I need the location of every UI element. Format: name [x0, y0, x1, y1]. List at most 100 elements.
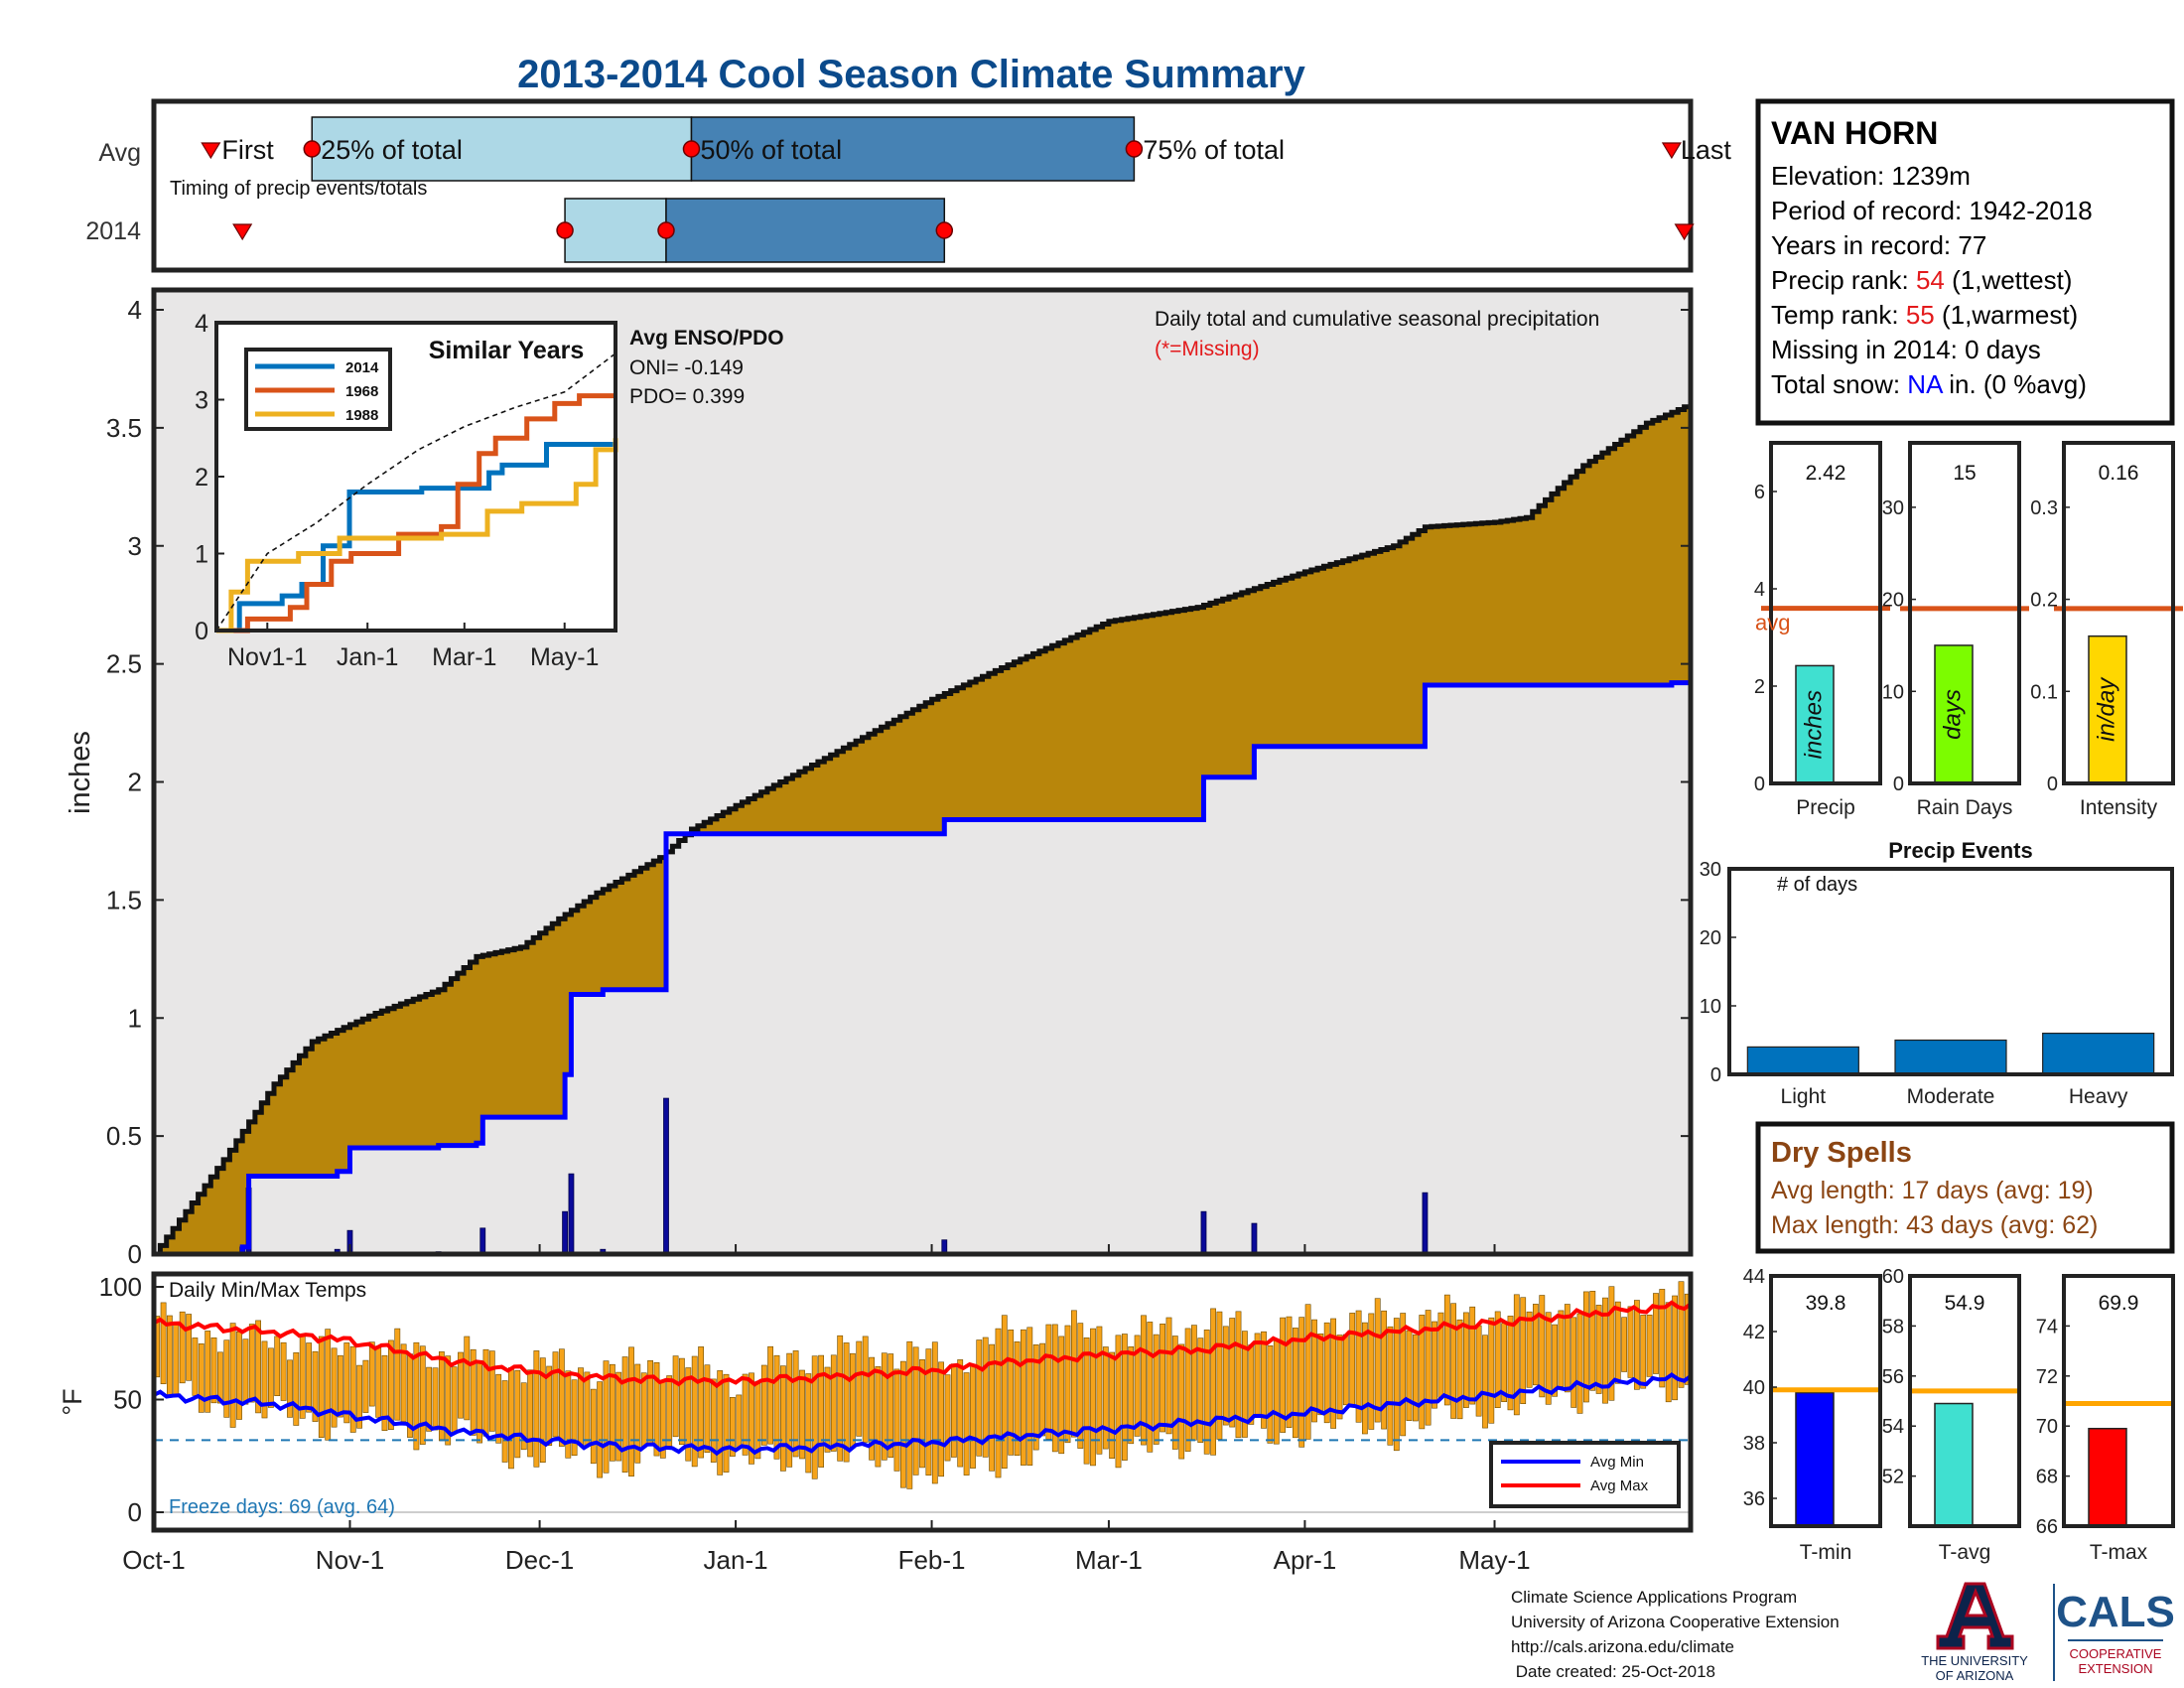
temp-day-bar-13 [236, 1332, 242, 1420]
inset-legend-1968: 1968 [345, 383, 378, 400]
temp-day-bar-155 [1134, 1335, 1141, 1437]
events-ytick-label-2: 20 [1700, 927, 1721, 949]
precip-panel-frame-0 [1769, 441, 1882, 785]
temp-day-bar-81 [666, 1375, 673, 1447]
avg-cumulative-line [154, 404, 1694, 1257]
ua-block-a-icon [1936, 1582, 2014, 1650]
temp-day-bar-194 [1381, 1310, 1387, 1430]
cumulative-2014-area [154, 682, 1691, 1254]
station-info-box: VAN HORN Elevation: 1239m Period of reco… [1755, 98, 2175, 426]
daily-precip-bar-6 [562, 1210, 568, 1255]
temp-day-bar-204 [1443, 1294, 1450, 1406]
enso-pdo: PDO= 0.399 [629, 385, 745, 408]
inset-xtick-label-1: Jan-1 [337, 643, 399, 671]
precip-unit-label-2: in/day [2093, 676, 2119, 742]
temp-day-bar-127 [957, 1359, 964, 1468]
temp-day-bar-148 [1090, 1328, 1096, 1467]
station-info-frame [1755, 98, 2175, 426]
precip-panel-frame-1 [1908, 441, 2021, 785]
temp-rank-suffix: (1,warmest) [1935, 300, 2078, 330]
temp-day-bar-8 [205, 1331, 211, 1413]
temp-day-bar-160 [1165, 1317, 1172, 1435]
ua-text-line-1: THE UNIVERSITY [1921, 1653, 2028, 1668]
temp-day-bar-54 [495, 1373, 502, 1444]
timing-label-0: First [221, 135, 274, 165]
timing-label-4: Last [1681, 135, 1732, 165]
temp-day-bar-49 [464, 1336, 471, 1421]
dry-spells-max: Max length: 43 days (avg: 62) [1771, 1211, 2098, 1239]
temp-day-bar-208 [1469, 1306, 1476, 1405]
temp-panel-ticklabel-2-4: 74 [2036, 1316, 2058, 1337]
precip-ytick-label-3: 1.5 [106, 885, 142, 914]
temp-value-label-2: 69.9 [2099, 1292, 2139, 1315]
temp-day-bar-109 [843, 1342, 850, 1463]
temp-day-bar-199 [1413, 1334, 1419, 1422]
temp-ytick-label-2: 100 [99, 1272, 142, 1302]
temp-day-bar-154 [1128, 1346, 1135, 1445]
cals-text-line-1: COOPERATIVE [2070, 1646, 2162, 1661]
temp-day-bar-4 [179, 1311, 186, 1384]
temp-day-bar-83 [678, 1357, 685, 1445]
temp-day-bar-20 [280, 1341, 287, 1401]
precip-rank-label: Precip rank: [1771, 265, 1916, 295]
timing-row-label-2014: 2014 [85, 217, 141, 245]
timing-marker-1-1 [556, 221, 574, 239]
temp-day-bar-65 [565, 1370, 572, 1459]
temp-value-label-1: 54.9 [1945, 1292, 1985, 1315]
temp-day-bar-209 [1475, 1325, 1482, 1417]
temp-day-bar-57 [514, 1369, 521, 1459]
temp-day-bar-181 [1298, 1317, 1305, 1448]
precip-panel-ticklabel-2-3: 0.3 [2030, 497, 2058, 519]
temp-day-bar-189 [1349, 1313, 1356, 1406]
station-temp-rank: Temp rank: 55 (1,warmest) [1771, 300, 2078, 330]
temp-day-bar-147 [1083, 1337, 1090, 1465]
temp-panel: 0 50 100 °F Daily Min/Max Temps Freeze day… [58, 1271, 1694, 1533]
temp-ytick-label-0: 0 [128, 1497, 142, 1527]
temp-day-bar-44 [432, 1367, 439, 1431]
temp-day-bar-131 [982, 1336, 989, 1458]
temp-day-bar-174 [1254, 1333, 1261, 1418]
temp-summary-bar-1 [1934, 1402, 1974, 1527]
temp-day-bar-32 [356, 1364, 362, 1429]
temp-day-bar-106 [824, 1366, 831, 1453]
timing-triangle-1-0 [232, 223, 253, 241]
precip-ytick-label-4: 2 [128, 768, 142, 797]
temp-day-bar-132 [989, 1343, 995, 1472]
events-ytick-label-1: 10 [1700, 996, 1721, 1018]
station-elevation: Elevation: 1239m [1771, 161, 1971, 191]
temp-day-bar-124 [938, 1361, 944, 1477]
temp-day-bar-25 [312, 1350, 319, 1422]
temp-legend-min: Avg Min [1590, 1454, 1644, 1471]
temp-day-bar-19 [274, 1336, 281, 1397]
timing-bar-q1-0 [311, 116, 693, 182]
temp-day-bar-46 [445, 1355, 452, 1446]
precip-ylabel: inches [65, 731, 96, 814]
temp-day-bar-58 [520, 1382, 527, 1451]
temp-day-bar-5 [186, 1314, 192, 1381]
inset-xtick-label-0: Nov1-1 [227, 643, 308, 671]
xtick-label-5: Mar-1 [1075, 1545, 1143, 1575]
temp-day-bar-122 [925, 1348, 932, 1476]
dry-spells-title: Dry Spells [1771, 1137, 1912, 1169]
temp-day-bar-156 [1141, 1315, 1147, 1446]
temp-day-bar-35 [375, 1345, 382, 1418]
precip-panel-ticklabel-0-2: 4 [1754, 579, 1765, 601]
temp-day-bar-187 [1336, 1335, 1343, 1420]
temp-day-bar-235 [1640, 1315, 1647, 1389]
temp-day-bar-220 [1545, 1312, 1552, 1405]
temp-day-bar-195 [1387, 1326, 1394, 1446]
xtick-label-4: Feb-1 [898, 1545, 966, 1575]
daily-precip-bar-5 [479, 1227, 486, 1255]
temp-day-bar-151 [1109, 1351, 1115, 1459]
temp-day-bar-141 [1045, 1324, 1052, 1440]
station-missing: Missing in 2014: 0 days [1771, 335, 2041, 364]
temp-panel-ticklabel-2-3: 72 [2036, 1366, 2058, 1388]
temp-day-bar-63 [552, 1351, 559, 1438]
temp-day-bar-15 [248, 1324, 255, 1403]
precip-ytick-label-6: 3 [128, 531, 142, 561]
temp-day-bar-163 [1184, 1328, 1191, 1452]
temp-day-bar-88 [710, 1378, 717, 1463]
temp-day-bar-99 [779, 1365, 786, 1472]
temp-frame [151, 1271, 1694, 1533]
